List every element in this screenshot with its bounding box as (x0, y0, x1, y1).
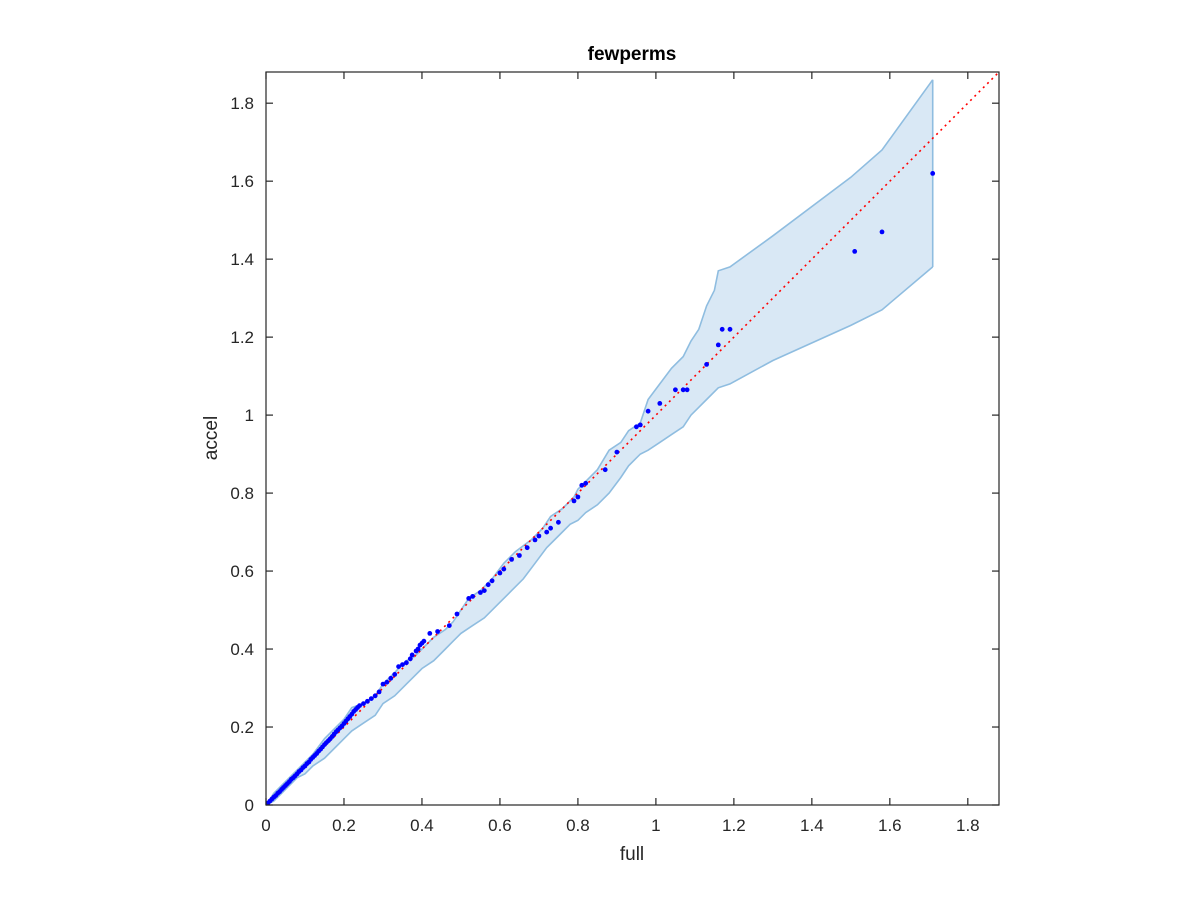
data-point (673, 387, 678, 393)
data-point (470, 594, 475, 599)
y-tick-label: 0.2 (230, 718, 254, 737)
data-point (536, 533, 542, 539)
data-point (634, 424, 639, 430)
data-point (704, 362, 709, 367)
data-point (388, 675, 394, 681)
data-point (719, 326, 725, 332)
tick-marks (265, 72, 999, 806)
data-point (400, 662, 405, 667)
data-point (380, 681, 386, 687)
data-point (466, 596, 472, 601)
data-point (544, 529, 550, 535)
y-tick-label: 1.2 (230, 328, 254, 347)
data-point (602, 467, 608, 473)
x-tick-label: 0.8 (566, 816, 590, 835)
x-tick-labels: 0 0.2 0.4 0.6 0.8 1 1.2 1.4 1.6 1.8 (261, 816, 979, 835)
y-tick-label: 1.8 (230, 94, 254, 113)
data-point (680, 387, 686, 393)
data-point (930, 171, 936, 176)
x-tick-label: 0.6 (488, 816, 512, 835)
y-tick-label: 1.6 (230, 172, 254, 191)
data-point (481, 588, 487, 593)
band-lower-edge (265, 266, 934, 806)
data-point (879, 229, 885, 235)
data-point (645, 408, 651, 414)
data-points-layer (265, 171, 936, 806)
data-point (517, 553, 522, 558)
data-point (409, 652, 415, 658)
y-tick-label: 0.8 (230, 484, 254, 503)
data-point (415, 646, 421, 652)
data-point (361, 701, 366, 706)
axes-frame (265, 71, 1000, 806)
data-point (454, 611, 460, 617)
data-point (446, 623, 452, 628)
data-point (524, 545, 530, 551)
axes-box (265, 71, 1000, 806)
data-point (637, 422, 643, 428)
data-point (372, 693, 378, 699)
data-point (384, 679, 390, 685)
data-point (852, 249, 858, 254)
x-tick-label: 1.2 (722, 816, 746, 835)
data-point (579, 482, 585, 488)
data-point (575, 494, 581, 500)
data-point (392, 672, 398, 677)
data-point (684, 387, 690, 393)
data-point (376, 689, 382, 695)
x-tick-label: 0.2 (332, 816, 356, 835)
x-axis-label: full (620, 844, 644, 865)
data-point (365, 698, 370, 704)
data-point (548, 525, 553, 531)
confidence-band-layer (265, 79, 934, 806)
y-tick-label: 1 (245, 406, 254, 425)
y-tick-label: 0.4 (230, 640, 254, 659)
y-tick-label: 0.6 (230, 562, 254, 581)
data-point (501, 566, 507, 572)
data-point (727, 326, 733, 332)
x-tick-label: 1.4 (800, 816, 824, 835)
data-point (614, 449, 620, 455)
chart-title: fewperms (588, 44, 677, 65)
data-point (556, 519, 561, 525)
confidence-band (266, 79, 933, 806)
data-point (427, 631, 433, 636)
data-point (715, 342, 721, 348)
data-point (435, 629, 440, 634)
y-axis-label: accel (201, 416, 222, 460)
data-point (357, 703, 362, 708)
y-tick-label: 0 (245, 796, 254, 815)
data-point (368, 696, 374, 701)
x-tick-label: 1 (651, 816, 660, 835)
x-tick-label: 1.6 (878, 816, 902, 835)
y-tick-label: 1.4 (230, 250, 254, 269)
band-upper-edge (265, 79, 934, 806)
x-tick-label: 0 (261, 816, 270, 835)
x-tick-label: 1.8 (956, 816, 980, 835)
data-point (421, 638, 427, 644)
data-point (657, 401, 663, 406)
data-point (583, 480, 589, 486)
data-point (509, 557, 514, 562)
data-point (489, 578, 495, 584)
data-point (478, 590, 483, 595)
data-point (532, 537, 538, 543)
data-point (407, 656, 413, 662)
data-point (404, 660, 409, 666)
data-point (497, 570, 503, 576)
data-point (571, 498, 577, 504)
y-tick-labels: 0 0.2 0.4 0.6 0.8 1 1.2 1.4 1.6 1.8 (230, 94, 254, 815)
data-point (396, 664, 401, 669)
x-tick-label: 0.4 (410, 816, 434, 835)
data-point (485, 582, 491, 588)
